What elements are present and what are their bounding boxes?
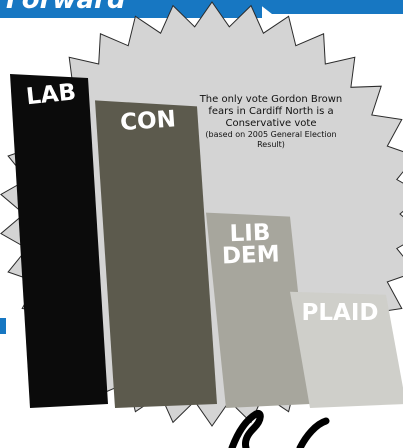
bar-label-con: CON xyxy=(119,106,176,136)
bar-label-plaid: PLAID xyxy=(302,300,379,326)
bar-label-lab: LAB xyxy=(25,79,77,110)
banner-title: Forward xyxy=(6,0,126,15)
annotation-footnote: (based on 2005 General Election Result) xyxy=(196,130,346,150)
annotation-text: The only vote Gordon Brown fears in Card… xyxy=(196,94,346,150)
handwriting-decoration xyxy=(232,413,326,448)
edge-accent xyxy=(0,318,6,334)
annotation-main: The only vote Gordon Brown fears in Card… xyxy=(196,94,346,130)
header-banner: Forward xyxy=(0,0,403,18)
